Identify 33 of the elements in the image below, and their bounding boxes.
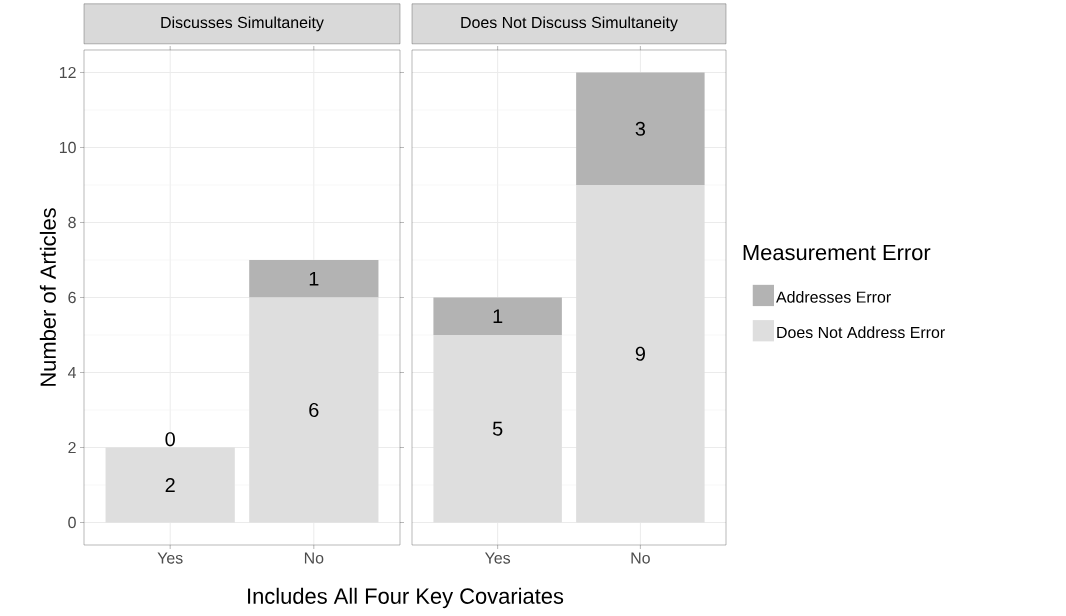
x-axis-title: Includes All Four Key Covariates: [248, 587, 564, 609]
chart-title: Does Not Discuss Simultaneity: [461, 16, 678, 32]
y-tick-label: 0: [68, 516, 76, 529]
data-label: 9: [635, 346, 645, 361]
y-tick-label: 2: [68, 441, 76, 454]
y-tick-label: 6: [68, 291, 76, 304]
chart-title: Discusses Simultaneity: [161, 16, 324, 32]
bar: [576, 185, 705, 523]
y-axis-title: Number of Articles: [39, 208, 56, 386]
legend-label: Does Not Address Error: [777, 326, 945, 339]
y-tick-label: 4: [67, 367, 77, 378]
x-tick-label: Yes: [157, 552, 183, 564]
legend-label: Addresses Error: [776, 291, 891, 303]
x-tick-label: No: [631, 552, 650, 564]
x-tick-label: Yes: [484, 552, 511, 564]
data-label: 5: [492, 421, 503, 436]
bar: [433, 297, 562, 335]
bar: [433, 335, 562, 523]
data-label: 2: [165, 478, 175, 492]
y-tick-label: 10: [59, 141, 76, 154]
y-tick-label: 12: [59, 66, 76, 79]
bar: [576, 72, 705, 185]
bar: [249, 297, 379, 523]
data-label: 6: [309, 402, 319, 418]
bar: [249, 260, 379, 298]
data-label: 0: [165, 432, 175, 447]
legend-title: Measurement Error: [743, 244, 931, 261]
bar: [105, 447, 235, 523]
y-tick-label: 8: [68, 216, 76, 229]
x-tick-label: No: [304, 552, 324, 564]
data-label: 1: [309, 271, 319, 286]
data-label: 3: [635, 121, 646, 136]
data-label: 1: [493, 309, 503, 324]
